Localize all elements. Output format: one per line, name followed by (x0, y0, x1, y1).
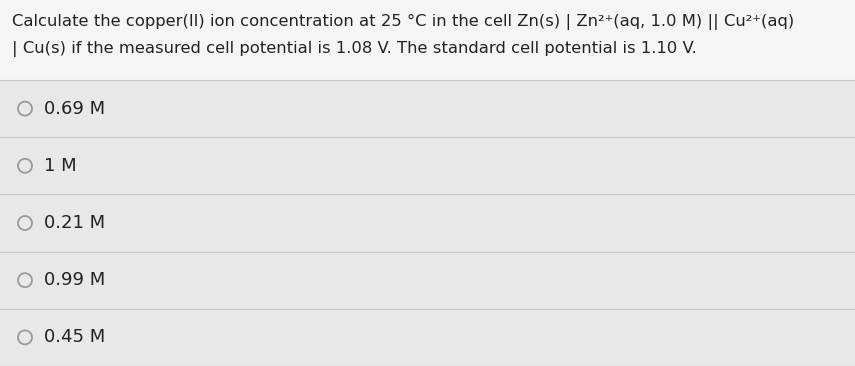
Bar (0, 0, 855, 80)
Text: 0.21 M: 0.21 M (44, 214, 105, 232)
Text: | Cu(s) if the measured cell potential is 1.08 V. The standard cell potential is: | Cu(s) if the measured cell potential i… (12, 41, 697, 57)
Text: 0.99 M: 0.99 M (44, 271, 105, 289)
Bar (0, 309, 855, 366)
Bar (0, 80, 855, 137)
Bar (0, 137, 855, 194)
Bar (0, 251, 855, 309)
Text: 0.69 M: 0.69 M (44, 100, 105, 117)
Bar (0, 194, 855, 251)
Text: 1 M: 1 M (44, 157, 77, 175)
Text: 0.45 M: 0.45 M (44, 328, 105, 346)
Text: Calculate the copper(II) ion concentration at 25 °C in the cell Zn(s) | Zn²⁺(aq,: Calculate the copper(II) ion concentrati… (12, 14, 794, 30)
